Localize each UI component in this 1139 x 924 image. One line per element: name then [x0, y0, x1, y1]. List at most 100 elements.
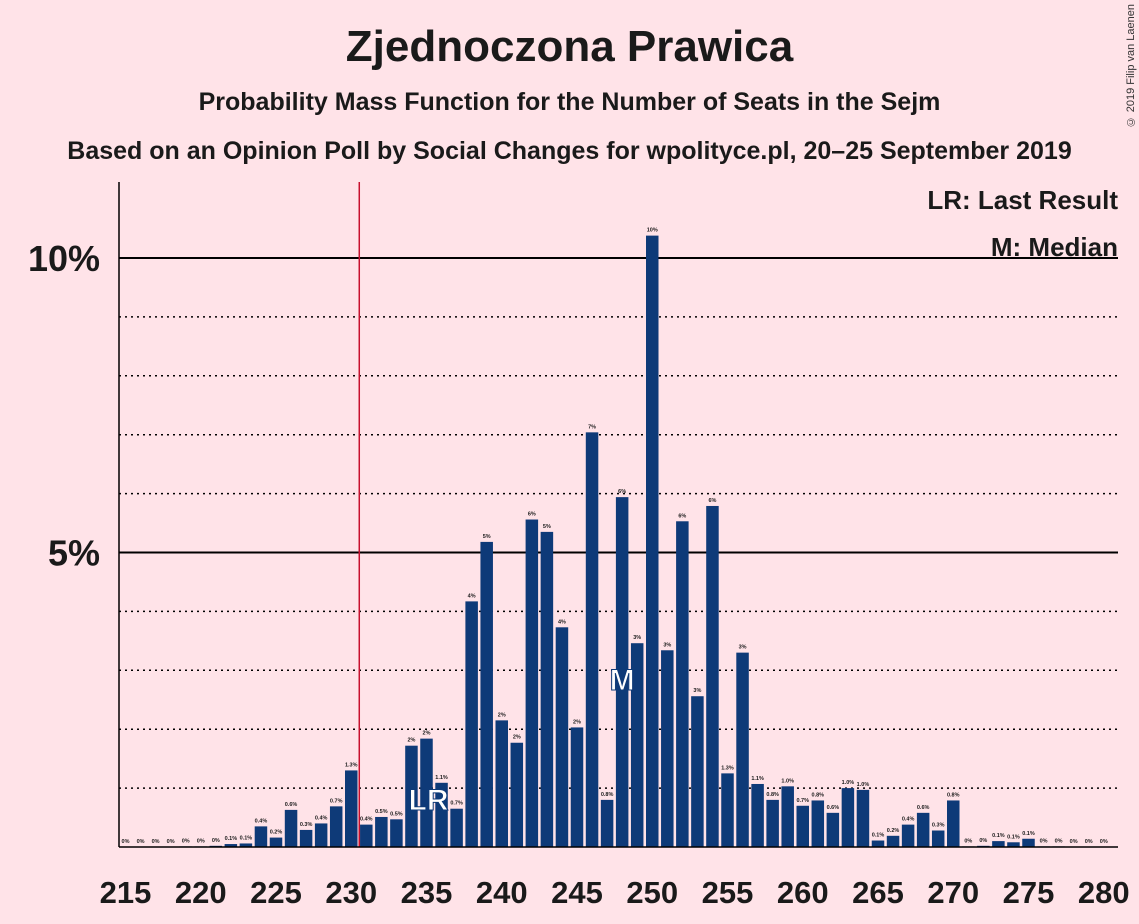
bar-seat-246	[585, 432, 599, 847]
bar-seat-245	[570, 727, 584, 847]
bar-labels: 0% 0% 0% 0% 0% 0% 0% 0.1% 0.1%0.4%0.2%0.6%0.3%0.…	[122, 228, 1108, 845]
x-tick-label: 260	[777, 875, 829, 910]
bar-seat-262	[826, 812, 840, 847]
bar-label-seat-234: 2%	[407, 738, 415, 744]
bar-label-seat-223: 0.1%	[240, 835, 253, 841]
chart-subtitle: Probability Mass Function for the Number…	[198, 88, 941, 116]
bar-seat-239	[480, 541, 493, 847]
bar-label-seat-276: 0%	[1040, 838, 1048, 844]
bar-seat-243	[540, 531, 554, 847]
bar-seat-244	[555, 627, 569, 847]
bar-label-seat-237: 0.7%	[450, 801, 463, 807]
bar-label-seat-249: 3%	[633, 635, 641, 641]
bar-seat-254	[706, 505, 719, 847]
bar-seat-259	[781, 786, 794, 847]
bar-seat-250	[646, 235, 659, 848]
bar-seat-232	[375, 816, 388, 847]
bar-seat-261	[811, 800, 825, 847]
bar-label-seat-244: 4%	[558, 619, 566, 625]
bar-label-seat-270: 0.8%	[947, 792, 960, 798]
bar-seat-256	[736, 652, 749, 847]
bar-label-seat-247: 0.8%	[601, 792, 614, 798]
bar-seat-242	[525, 519, 539, 847]
bar-seat-257	[751, 783, 764, 847]
y-tick-label: 10%	[28, 238, 100, 279]
bar-seat-230	[345, 770, 358, 847]
bar-seat-270	[947, 800, 960, 847]
bar-seat-227	[299, 829, 313, 847]
bar-seat-234	[405, 745, 418, 847]
bar-label-seat-266: 0.2%	[887, 828, 900, 834]
bar-seat-255	[721, 773, 734, 847]
bar-seat-237	[450, 808, 463, 847]
bar-label-seat-263: 1.0%	[842, 780, 855, 786]
bar-seat-223	[239, 843, 253, 847]
median-marker: M	[610, 664, 635, 697]
bar-seat-249	[630, 643, 644, 847]
bar-seat-258	[766, 799, 779, 847]
bar-label-seat-216: 0%	[137, 839, 145, 845]
bar-label-seat-250: 10%	[647, 228, 658, 234]
x-tick-label: 235	[401, 875, 453, 910]
bar-label-seat-264: 1.0%	[857, 782, 870, 788]
x-tick-label: 280	[1078, 875, 1130, 910]
bar-label-seat-232: 0.5%	[375, 809, 388, 815]
x-tick-label: 230	[325, 875, 377, 910]
bar-seat-229	[329, 806, 343, 847]
bar-seat-260	[796, 805, 809, 847]
bar-seat-238	[465, 601, 478, 847]
bar-seat-252	[676, 521, 689, 847]
bar-label-seat-225: 0.2%	[270, 830, 283, 836]
bar-seat-253	[691, 696, 704, 847]
x-tick-label: 275	[1003, 875, 1055, 910]
bar-label-seat-243: 5%	[543, 524, 551, 530]
bar-label-seat-236: 1.1%	[435, 775, 448, 781]
x-tick-label: 270	[927, 875, 979, 910]
bar-seat-236	[435, 782, 448, 847]
bar-label-seat-273: 0.1%	[992, 833, 1005, 839]
bar-seat-247	[600, 799, 614, 847]
bar-seat-274	[1007, 842, 1020, 847]
bar-label-seat-222: 0.1%	[225, 836, 238, 842]
bar-label-seat-262: 0.6%	[827, 805, 840, 811]
bar-label-seat-258: 0.8%	[766, 792, 779, 798]
bar-label-seat-230: 1.3%	[345, 762, 358, 768]
bar-label-seat-257: 1.1%	[751, 776, 764, 782]
bar-seat-268	[916, 812, 930, 847]
bar-seat-263	[841, 788, 855, 847]
bar-label-seat-226: 0.6%	[285, 802, 298, 808]
bar-seat-248	[615, 497, 629, 847]
bar-label-seat-269: 0.3%	[932, 823, 945, 829]
bar-seat-228	[314, 823, 328, 847]
bar-label-seat-242: 6%	[528, 512, 536, 518]
bar-label-seat-215: 0%	[122, 839, 130, 845]
bar-label-seat-246: 7%	[588, 424, 596, 430]
bar-seat-273	[992, 841, 1005, 847]
bar-label-seat-220: 0%	[197, 838, 205, 844]
bar-label-seat-235: 2%	[423, 731, 431, 737]
bar-seat-266	[886, 835, 900, 847]
bar-label-seat-279: 0%	[1085, 839, 1093, 845]
bar-label-seat-261: 0.8%	[812, 792, 825, 798]
bar-label-seat-229: 0.7%	[330, 798, 343, 804]
bar-label-seat-256: 3%	[739, 645, 747, 651]
last-result-marker: LR	[409, 784, 449, 817]
x-tick-label: 225	[250, 875, 302, 910]
bar-seat-225	[269, 837, 283, 847]
bar-label-seat-224: 0.4%	[255, 818, 268, 824]
bar-label-seat-274: 0.1%	[1007, 834, 1020, 840]
bar-label-seat-268: 0.6%	[917, 805, 930, 811]
bar-label-seat-251: 3%	[663, 642, 671, 648]
bar-label-seat-254: 6%	[708, 498, 716, 504]
bar-label-seat-265: 0.1%	[872, 833, 885, 839]
bar-label-seat-219: 0%	[182, 838, 190, 844]
bar-seat-265	[871, 840, 885, 847]
bar-seat-226	[284, 809, 298, 847]
y-tick-label: 5%	[48, 533, 100, 574]
bar-label-seat-252: 6%	[678, 513, 686, 519]
bar-seat-241	[510, 742, 524, 847]
bar-label-seat-277: 0%	[1055, 838, 1063, 844]
bar-label-seat-221: 0%	[212, 838, 220, 844]
chart-title: Zjednoczona Prawica	[345, 22, 794, 71]
